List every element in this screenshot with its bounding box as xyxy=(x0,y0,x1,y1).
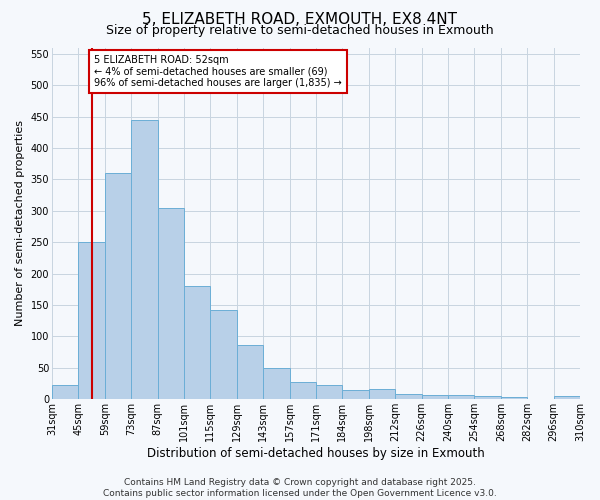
Bar xyxy=(105,173,131,400)
Bar xyxy=(263,368,290,400)
Bar xyxy=(290,382,316,400)
Bar xyxy=(211,310,237,400)
Text: 5 ELIZABETH ROAD: 52sqm
← 4% of semi-detached houses are smaller (69)
96% of sem: 5 ELIZABETH ROAD: 52sqm ← 4% of semi-det… xyxy=(94,55,342,88)
Text: 5, ELIZABETH ROAD, EXMOUTH, EX8 4NT: 5, ELIZABETH ROAD, EXMOUTH, EX8 4NT xyxy=(143,12,458,28)
X-axis label: Distribution of semi-detached houses by size in Exmouth: Distribution of semi-detached houses by … xyxy=(147,447,485,460)
Bar xyxy=(501,397,527,400)
Y-axis label: Number of semi-detached properties: Number of semi-detached properties xyxy=(15,120,25,326)
Bar xyxy=(131,120,158,400)
Bar xyxy=(527,398,554,400)
Bar xyxy=(395,394,422,400)
Bar xyxy=(343,390,369,400)
Bar xyxy=(422,395,448,400)
Bar xyxy=(237,344,263,400)
Bar xyxy=(554,396,580,400)
Bar xyxy=(52,386,79,400)
Bar xyxy=(448,395,475,400)
Bar xyxy=(475,396,501,400)
Bar xyxy=(184,286,211,400)
Bar xyxy=(158,208,184,400)
Bar xyxy=(369,388,395,400)
Text: Contains HM Land Registry data © Crown copyright and database right 2025.
Contai: Contains HM Land Registry data © Crown c… xyxy=(103,478,497,498)
Bar xyxy=(316,386,343,400)
Text: Size of property relative to semi-detached houses in Exmouth: Size of property relative to semi-detach… xyxy=(106,24,494,37)
Bar xyxy=(79,242,105,400)
